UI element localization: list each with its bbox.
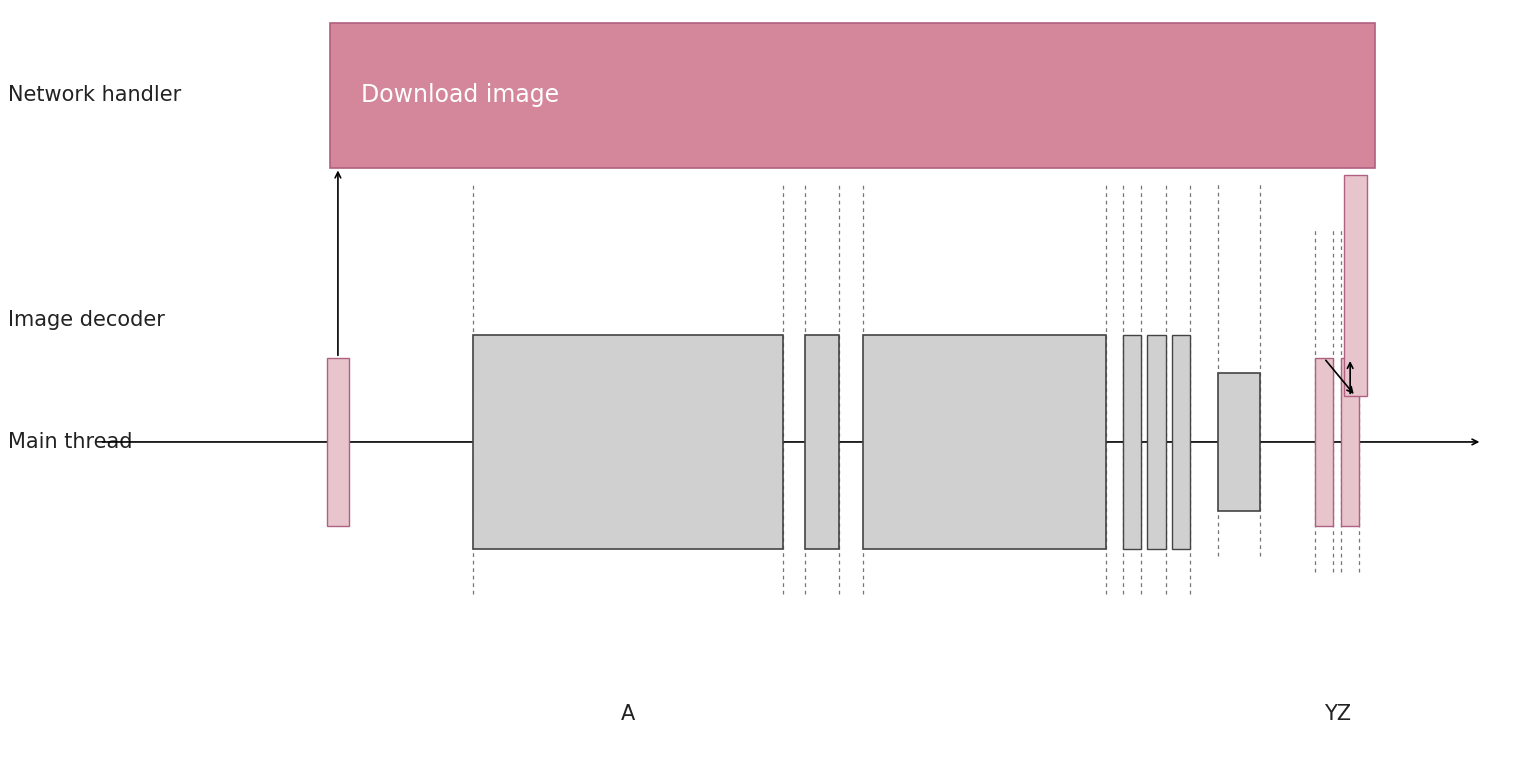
Bar	[327, 358, 349, 526]
Bar	[1344, 175, 1367, 396]
Bar	[473, 335, 783, 549]
Bar	[1147, 335, 1166, 549]
Bar	[1315, 358, 1333, 526]
Text: Network handler: Network handler	[8, 85, 181, 105]
Text: YZ: YZ	[1324, 704, 1350, 724]
Text: A: A	[621, 704, 636, 724]
Bar	[863, 335, 1106, 549]
Bar	[1341, 358, 1359, 526]
Bar	[1218, 373, 1260, 511]
Text: Main thread: Main thread	[8, 432, 132, 452]
Bar	[1123, 335, 1141, 549]
Bar	[330, 23, 1375, 168]
Bar	[805, 335, 839, 549]
Bar	[1172, 335, 1190, 549]
Text: Download image: Download image	[361, 83, 559, 107]
Text: Image decoder: Image decoder	[8, 310, 164, 330]
